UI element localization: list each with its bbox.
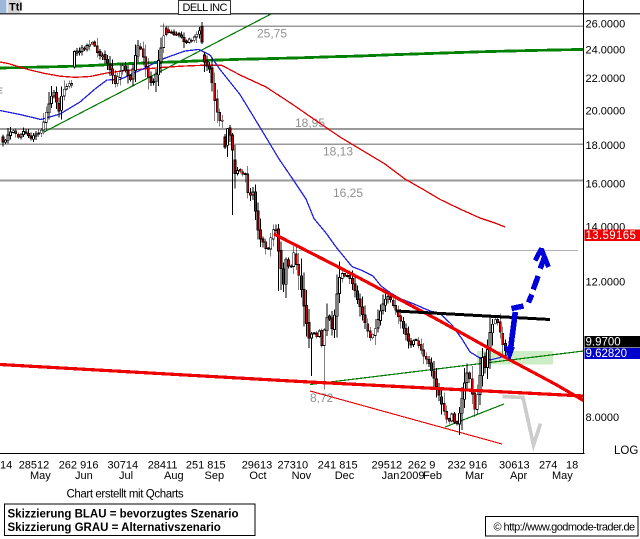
svg-text:Nov: Nov xyxy=(292,470,312,482)
svg-text:28512: 28512 xyxy=(19,460,50,472)
svg-text:Skizzierung GRAU = Alternativs: Skizzierung GRAU = Alternativszenario xyxy=(8,522,221,534)
svg-text:251 815: 251 815 xyxy=(186,460,226,472)
svg-text:13.59165: 13.59165 xyxy=(586,230,637,242)
svg-text:29512: 29512 xyxy=(372,460,403,472)
svg-text:12.0000: 12.0000 xyxy=(586,277,626,289)
svg-text:30613: 30613 xyxy=(499,460,530,472)
svg-text:262 9: 262 9 xyxy=(408,460,436,472)
svg-text:8.0000: 8.0000 xyxy=(586,412,620,424)
svg-text:18,95: 18,95 xyxy=(295,116,325,130)
svg-text:Skizzierung BLAU = bevorzugtes: Skizzierung BLAU = bevorzugtes Szenario xyxy=(8,509,239,521)
svg-text:May: May xyxy=(30,470,51,482)
svg-text:Jan: Jan xyxy=(382,470,400,482)
svg-text:18: 18 xyxy=(566,460,578,472)
svg-text:DELL INC: DELL INC xyxy=(183,2,228,14)
svg-text:May: May xyxy=(552,470,573,482)
svg-text:Feb: Feb xyxy=(423,470,442,482)
svg-text:26.0000: 26.0000 xyxy=(586,18,626,30)
svg-text:28411: 28411 xyxy=(148,460,178,472)
svg-text:18,13: 18,13 xyxy=(323,145,353,159)
svg-text:Ttl: Ttl xyxy=(9,2,22,14)
svg-text:20.0000: 20.0000 xyxy=(586,105,626,117)
svg-text:30714: 30714 xyxy=(108,460,139,472)
svg-text:LOG: LOG xyxy=(614,445,638,457)
svg-text:27310: 27310 xyxy=(278,460,309,472)
svg-text:16.0000: 16.0000 xyxy=(586,178,626,190)
svg-text:© http://www.godmode-trader.de: © http://www.godmode-trader.de xyxy=(494,522,636,534)
svg-text:Apr: Apr xyxy=(510,470,527,482)
svg-text:2009: 2009 xyxy=(400,470,424,482)
svg-text:29613: 29613 xyxy=(242,460,273,472)
svg-text:232 916: 232 916 xyxy=(448,460,488,472)
svg-text:9.9700: 9.9700 xyxy=(586,337,621,349)
svg-text:Sep: Sep xyxy=(205,470,225,482)
svg-text:9.62820: 9.62820 xyxy=(586,348,628,360)
svg-text:274: 274 xyxy=(539,460,557,472)
svg-text:24.0000: 24.0000 xyxy=(586,44,626,56)
svg-text:22.0000: 22.0000 xyxy=(586,73,626,85)
svg-text:Aug: Aug xyxy=(164,470,184,482)
svg-text:Jun: Jun xyxy=(75,470,93,482)
svg-text:8,72: 8,72 xyxy=(310,391,334,405)
svg-text:Dec: Dec xyxy=(335,470,355,482)
svg-text:262 916: 262 916 xyxy=(59,460,99,472)
svg-text:Oct: Oct xyxy=(249,470,266,482)
svg-text:Jul: Jul xyxy=(119,470,133,482)
svg-text:25,75: 25,75 xyxy=(257,27,287,41)
svg-text:Chart erstellt mit Qcharts: Chart erstellt mit Qcharts xyxy=(67,489,184,501)
svg-text:18.0000: 18.0000 xyxy=(586,140,626,152)
svg-text:14: 14 xyxy=(0,460,12,472)
svg-text:16,25: 16,25 xyxy=(333,186,363,200)
svg-text:Mar: Mar xyxy=(465,470,484,482)
svg-text:241 815: 241 815 xyxy=(318,460,358,472)
